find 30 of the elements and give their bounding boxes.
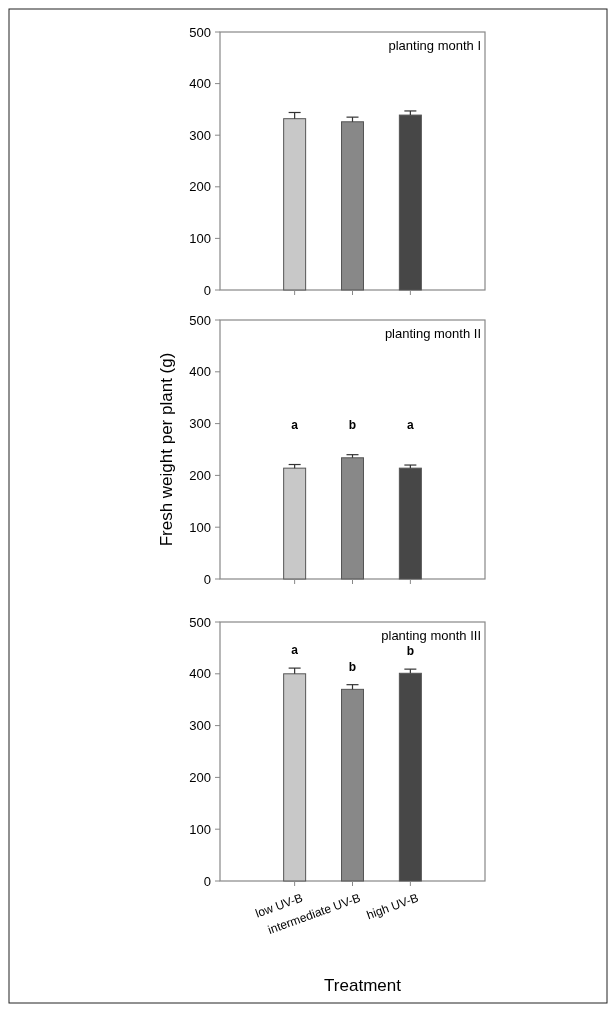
y-tick-label: 400 — [189, 364, 211, 380]
x-axis-title: Treatment — [324, 976, 402, 995]
y-tick-label: 500 — [189, 24, 211, 40]
y-tick-label: 0 — [203, 873, 211, 889]
y-tick-label: 100 — [189, 230, 211, 246]
text: planting month III — [381, 628, 481, 643]
y-tick-label: 200 — [189, 467, 211, 483]
x-tick-label: high UV-B — [364, 890, 421, 923]
annotation: b — [348, 417, 357, 432]
annotation: b — [348, 659, 357, 674]
text: planting month I — [388, 38, 481, 53]
y-tick-label: 0 — [203, 282, 211, 298]
y-tick-label: 100 — [189, 821, 211, 837]
y-tick-label: 300 — [189, 416, 211, 432]
y-axis-title: Fresh weight per plant (g) — [157, 352, 176, 547]
y-tick-label: 300 — [189, 718, 211, 734]
y-tick-label: 0 — [203, 571, 211, 587]
y-tick-label: 500 — [189, 312, 211, 328]
annotation: a — [291, 417, 299, 432]
y-tick-label: 200 — [189, 179, 211, 195]
annotation: a — [407, 417, 415, 432]
y-tick-label: 400 — [189, 666, 211, 682]
text: planting month II — [384, 326, 481, 341]
annotation: b — [406, 644, 415, 659]
y-tick-label: 400 — [189, 76, 211, 92]
y-tick-label: 500 — [189, 614, 211, 630]
y-tick-label: 200 — [189, 769, 211, 785]
y-tick-label: 300 — [189, 127, 211, 143]
annotation: a — [291, 643, 299, 658]
y-tick-label: 100 — [189, 519, 211, 535]
